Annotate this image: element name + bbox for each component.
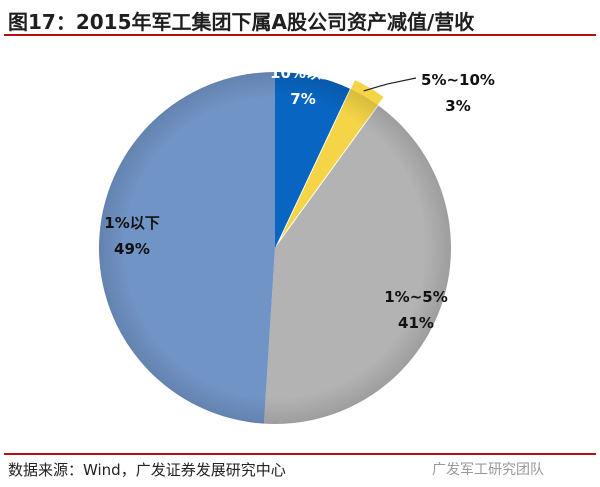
watermark: 广发军工研究团队 (432, 462, 544, 478)
slice-value-label: 41% (398, 314, 434, 332)
footer: 数据来源：Wind，广发证券发展研究中心 广发军工研究团队 (4, 453, 596, 485)
slice-value-label: 3% (445, 97, 470, 115)
slice-value-label: 7% (290, 90, 315, 108)
source-note: 数据来源：Wind，广发证券发展研究中心 (8, 461, 286, 479)
pie-rim-shading (99, 72, 451, 424)
slice-value-label: 49% (114, 240, 150, 258)
slice-category-label: 5%~10% (421, 71, 495, 89)
header: 图17：2015年军工集团下属A股公司资产减值/营收 (4, 4, 596, 36)
chart-title: 图17：2015年军工集团下属A股公司资产减值/营收 (8, 10, 475, 34)
pie-labels: 10%以上 7% 5%~10% 3% 1%~5% 41% 1%以下 49% (104, 64, 495, 332)
slice-category-label: 1%~5% (384, 288, 448, 306)
slice-category-label: 1%以下 (104, 214, 159, 232)
pie-slices (98, 72, 452, 424)
slice-category-label: 10%以上 (270, 64, 336, 82)
leader-line (363, 77, 417, 92)
